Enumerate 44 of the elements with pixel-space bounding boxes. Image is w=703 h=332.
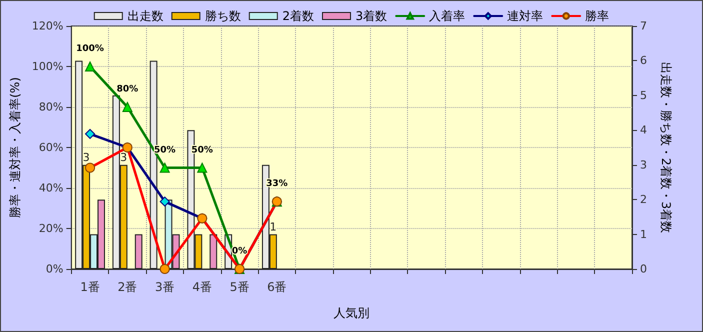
y2-tick-label: 4: [640, 124, 647, 137]
point: [160, 162, 170, 173]
legend-label: 出走数: [127, 9, 164, 23]
y2-tick-label: 3: [640, 158, 647, 172]
x-tick-label: 6番: [267, 280, 287, 294]
y-tick-label: 120%: [32, 20, 64, 32]
y2-axis-title: 出走数・勝ち数・2着数・3着数: [659, 62, 673, 234]
data-label: 100%: [76, 44, 104, 54]
y2-tick-label: 7: [640, 20, 647, 32]
legend-label: 連対率: [507, 9, 544, 23]
legend-label: 入着率: [429, 9, 466, 23]
x-tick-label: 1番: [80, 280, 100, 294]
y-tick-label: 80%: [38, 100, 64, 114]
y-tick-label: 20%: [38, 222, 64, 235]
data-label: 3: [120, 150, 128, 164]
y2-tick-label: 6: [640, 54, 647, 68]
data-label: 3: [82, 150, 90, 164]
x-tick-label: 2番: [118, 280, 138, 294]
point: [85, 128, 96, 139]
y-axis-title: 勝率・連対率・入着率(%): [8, 77, 22, 218]
point: [85, 62, 96, 72]
data-label: 1: [270, 220, 277, 234]
y-tick-label: 60%: [38, 141, 64, 154]
y-tick-label: 0%: [46, 262, 64, 276]
point: [160, 196, 170, 207]
legend-label: 勝率: [585, 9, 610, 23]
y2-tick-label: 1: [640, 228, 647, 241]
bar: [210, 234, 218, 269]
y2-tick-label: 5: [640, 88, 647, 102]
x-tick-label: 3番: [154, 280, 175, 294]
x-tick-label: 5番: [230, 280, 250, 294]
legend-label: 3着数: [356, 9, 388, 23]
point: [122, 102, 132, 112]
bar: [134, 234, 142, 269]
y2-tick-label: 0: [640, 262, 647, 276]
legend-label: 勝ち数: [204, 9, 241, 23]
point: [197, 162, 208, 173]
data-label: 80%: [116, 84, 138, 94]
x-tick-label: 4番: [192, 280, 212, 294]
y2-tick-label: 2: [640, 193, 647, 206]
x-axis-title: 人気別: [334, 306, 370, 320]
legend-label: 2着数: [282, 9, 314, 23]
y-tick-label: 40%: [38, 182, 64, 194]
y-tick-label: 100%: [32, 60, 64, 73]
